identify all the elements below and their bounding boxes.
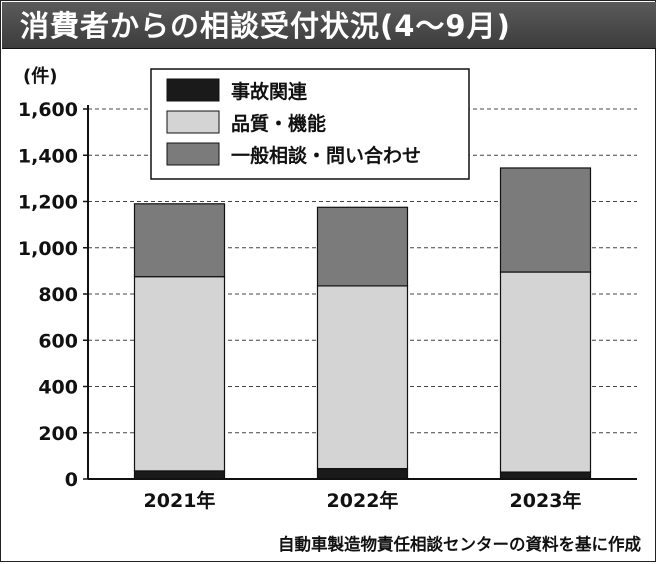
unit-label: (件) (23, 65, 57, 87)
legend-swatch-3 (166, 142, 220, 166)
bar-segment-3 (133, 203, 226, 278)
axes (87, 105, 637, 480)
bar-segment-1 (316, 467, 409, 480)
y-tick-label: 1,600 (18, 99, 78, 121)
legend-label-3: 一般相談・問い合わせ (231, 144, 421, 167)
bar-segment-1 (133, 470, 226, 480)
title-bar: 消費者からの相談受付状況(4～9月) (2, 2, 656, 49)
bar-segment-3 (316, 206, 409, 287)
y-tick-label: 1,200 (18, 192, 78, 214)
y-tick-label: 200 (38, 423, 78, 445)
bars (133, 167, 592, 480)
x-category-label: 2022年 (327, 489, 399, 512)
y-tick-label: 1,000 (18, 238, 78, 260)
legend-swatch-1 (166, 78, 220, 102)
x-category-labels: 2021年 2022年 2023年 (144, 489, 582, 512)
x-category-label: 2023年 (510, 489, 582, 512)
legend-swatch-2 (166, 110, 220, 134)
bar-segment-2 (316, 285, 409, 470)
bar-segment-1 (499, 471, 592, 480)
y-tick-label: 800 (38, 284, 78, 306)
bar-segment-2 (133, 276, 226, 472)
source-note: 自動車製造物責任相談センターの資料を基に作成 (278, 535, 641, 554)
bar-segment-2 (499, 271, 592, 473)
x-category-label: 2021年 (144, 489, 216, 512)
y-tick-labels: 0 200 400 600 800 1,000 1,200 1,400 1,600 (18, 99, 88, 491)
legend-label-2: 品質・機能 (231, 112, 326, 135)
y-tick-label: 600 (38, 330, 78, 352)
y-tick-label: 0 (65, 469, 78, 491)
chart-title: 消費者からの相談受付状況(4～9月) (20, 9, 511, 43)
legend-label-1: 事故関連 (231, 80, 308, 103)
y-tick-label: 1,400 (18, 145, 78, 167)
y-tick-label: 400 (38, 377, 78, 399)
bar-segment-3 (499, 167, 592, 273)
